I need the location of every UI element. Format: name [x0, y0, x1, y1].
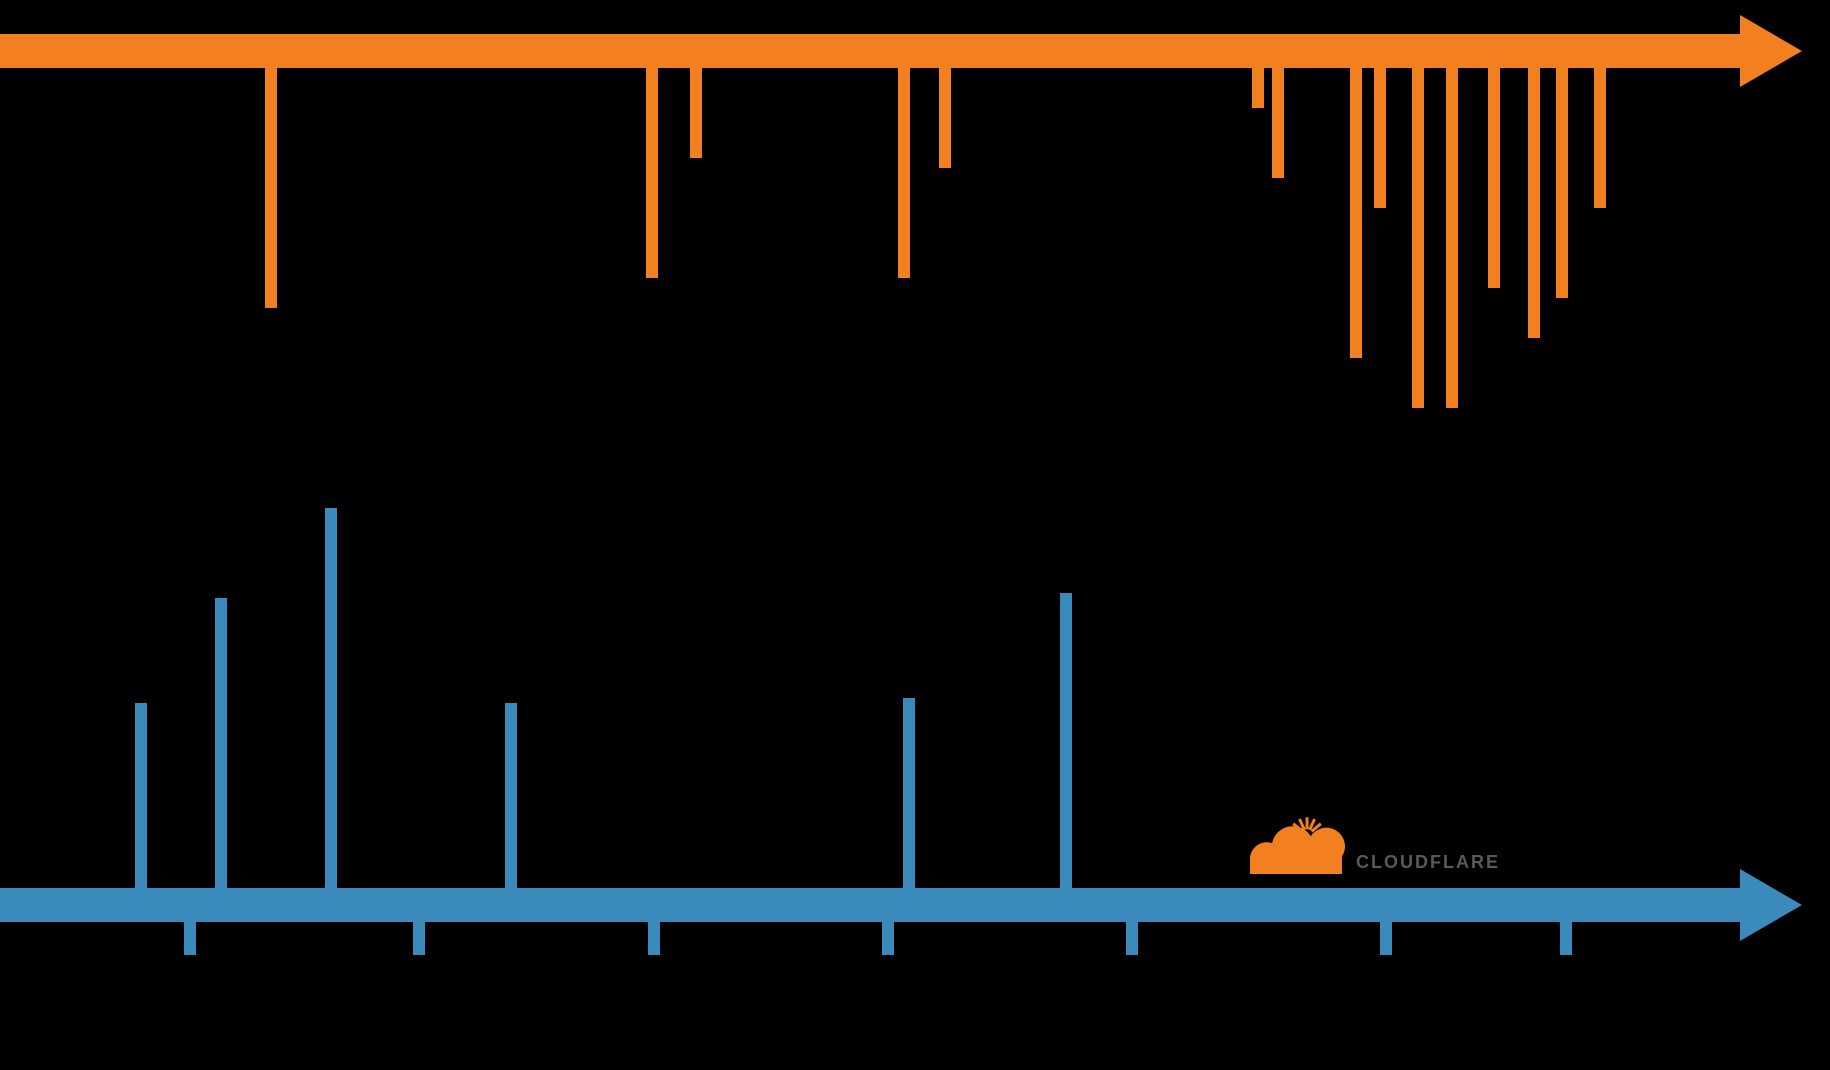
orange-tick-14 [1594, 68, 1606, 208]
blue-upper-tick-1 [215, 598, 227, 888]
orange-tick-6 [1272, 68, 1284, 178]
orange-tick-7 [1350, 68, 1362, 358]
blue-lower-tick-0 [184, 922, 196, 955]
blue-lower-tick-6 [1560, 922, 1572, 955]
blue-upper-tick-4 [903, 698, 915, 888]
blue-lower-tick-2 [648, 922, 660, 955]
blue-lower-tick-1 [413, 922, 425, 955]
blue-arrowhead [1740, 869, 1802, 941]
cloud-icon [1250, 826, 1345, 874]
orange-tick-1 [646, 68, 658, 278]
orange-tick-10 [1446, 68, 1458, 408]
blue-lower-tick-5 [1380, 922, 1392, 955]
blue-upper-tick-3 [505, 703, 517, 888]
blue-upper-tick-2 [325, 508, 337, 888]
timeline-diagram: CLOUDFLARE [0, 0, 1830, 1070]
orange-tick-4 [939, 68, 951, 168]
orange-tick-9 [1412, 68, 1424, 408]
cloudflare-wordmark: CLOUDFLARE [1356, 852, 1500, 872]
blue-upper-tick-0 [135, 703, 147, 888]
orange-tick-3 [898, 68, 910, 278]
blue-lower-tick-3 [882, 922, 894, 955]
orange-tick-2 [690, 68, 702, 158]
orange-tick-13 [1556, 68, 1568, 298]
orange-tick-0 [265, 68, 277, 308]
orange-arrowhead [1740, 15, 1802, 87]
cloudflare-logo: CLOUDFLARE [1250, 817, 1500, 874]
blue-upper-tick-5 [1060, 593, 1072, 888]
blue-bar [0, 888, 1740, 922]
orange-bar [0, 34, 1740, 68]
orange-timeline [0, 15, 1802, 408]
orange-tick-8 [1374, 68, 1386, 208]
blue-timeline [0, 508, 1802, 955]
orange-tick-11 [1488, 68, 1500, 288]
blue-lower-tick-4 [1126, 922, 1138, 955]
orange-tick-12 [1528, 68, 1540, 338]
orange-tick-5 [1252, 68, 1264, 108]
